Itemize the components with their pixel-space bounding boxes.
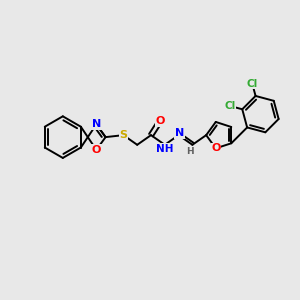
Text: N: N xyxy=(175,128,184,138)
Text: Cl: Cl xyxy=(247,79,258,88)
Text: NH: NH xyxy=(156,144,173,154)
Text: O: O xyxy=(211,143,220,153)
Text: H: H xyxy=(187,147,194,156)
Text: O: O xyxy=(92,145,101,155)
Text: S: S xyxy=(119,130,128,140)
Text: N: N xyxy=(92,119,101,129)
Text: Cl: Cl xyxy=(224,101,236,111)
Text: O: O xyxy=(155,116,165,126)
